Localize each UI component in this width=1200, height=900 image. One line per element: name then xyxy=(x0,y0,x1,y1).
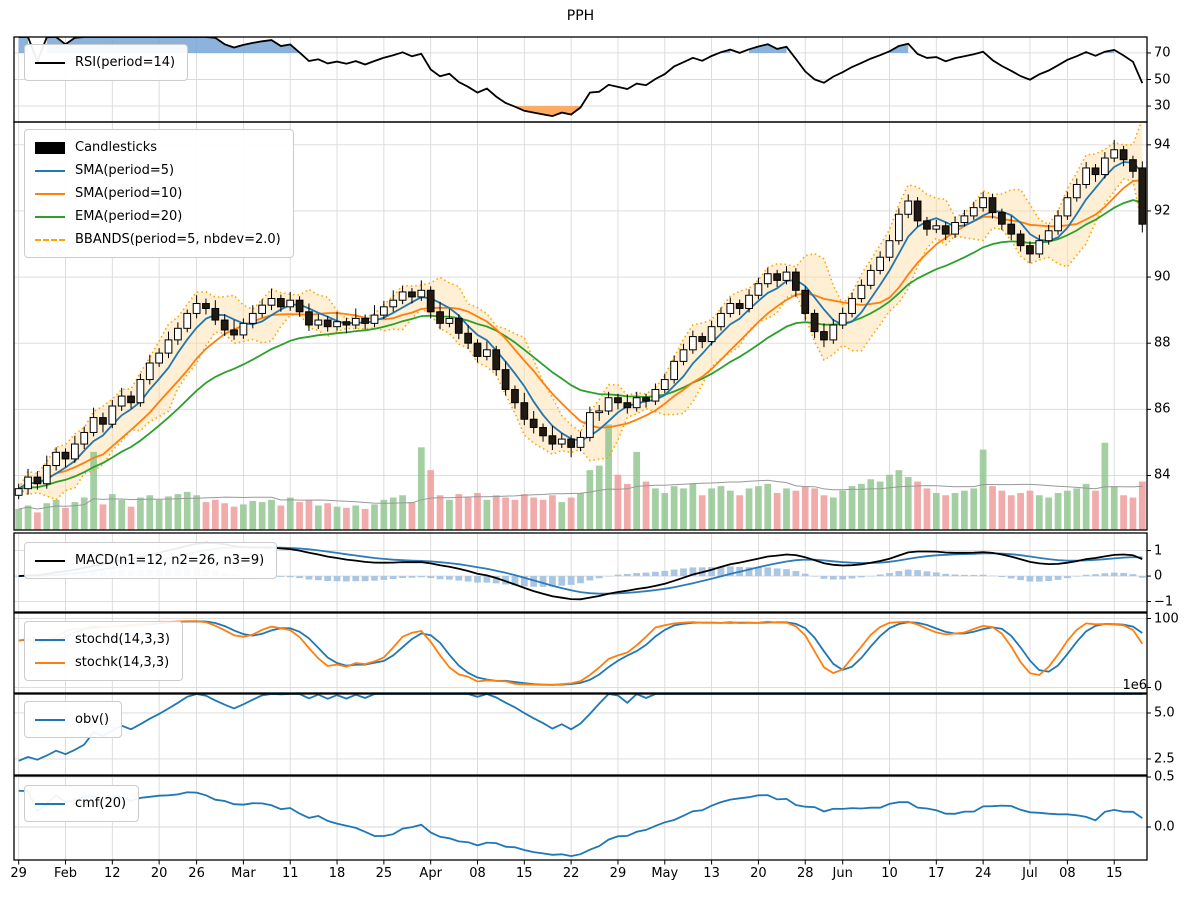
x-tick-label: 24 xyxy=(974,866,992,881)
cmf-legend-label: cmf(20) xyxy=(75,796,127,811)
x-tick-label: 29 xyxy=(10,866,27,881)
obv-line xyxy=(18,694,1143,762)
stoch-legend: stochd(14,3,3) stochk(14,3,3) xyxy=(24,621,183,681)
sma10-label: SMA(period=10) xyxy=(75,186,183,201)
x-tick-label: 25 xyxy=(375,866,393,881)
obv-legend-label: obv() xyxy=(75,712,110,727)
rsi-ytick-label: 50 xyxy=(1154,72,1171,87)
stoch-ytick-label: 0 xyxy=(1154,679,1163,695)
bbands-label: BBANDS(period=5, nbdev=2.0) xyxy=(75,232,281,247)
price-ytick-label: 88 xyxy=(1154,335,1171,351)
volume-ma-line xyxy=(18,479,1143,510)
rsi-oversold-fill xyxy=(514,106,581,117)
stochk-line xyxy=(18,620,1144,686)
macd-panel-border xyxy=(13,532,1148,613)
x-tick-label: 12 xyxy=(104,866,121,881)
price-ytick-label: 92 xyxy=(1154,203,1171,219)
price-ytick-label: 90 xyxy=(1154,269,1171,285)
macd-ytick-label: −1 xyxy=(1154,594,1174,610)
stoch-panel-border xyxy=(13,612,1148,694)
obv-legend: obv() xyxy=(24,701,123,738)
sma5-swatch xyxy=(35,169,65,172)
macd-legend: MACD(n1=12, n2=26, n3=9) xyxy=(24,542,278,579)
x-tick-label: 08 xyxy=(1059,866,1076,881)
cmf-ytick-label: 0.0 xyxy=(1154,819,1175,835)
rsi-overbought-fill xyxy=(889,43,909,53)
x-tick-label: 29 xyxy=(609,866,627,881)
x-tick-label: Mar xyxy=(231,866,256,881)
macd-ytick-label: 1 xyxy=(1154,543,1163,559)
stochd-line xyxy=(18,620,1143,686)
x-tick-label: Feb xyxy=(53,866,78,881)
chart-title: PPH xyxy=(566,8,595,24)
price-ytick-label: 86 xyxy=(1154,401,1171,417)
ema20-line xyxy=(18,199,1143,490)
rsi-overbought-fill xyxy=(749,44,787,53)
sma5-label: SMA(period=5) xyxy=(75,163,175,178)
bbands-swatch xyxy=(35,238,65,241)
cmf-swatch xyxy=(35,802,65,805)
x-tick-label: 15 xyxy=(516,866,533,881)
x-tick-label: May xyxy=(651,866,679,881)
x-tick-label: 10 xyxy=(881,866,898,881)
cmf-legend: cmf(20) xyxy=(24,785,140,822)
rsi-legend: RSI(period=14) xyxy=(24,44,189,81)
x-tick-label: 18 xyxy=(328,866,346,881)
x-tick-label: 20 xyxy=(750,866,767,881)
price-ytick-label: 94 xyxy=(1154,137,1171,153)
bband-lower-line xyxy=(18,178,1144,501)
cmf-ytick-label: 0.5 xyxy=(1154,769,1175,785)
obv-swatch xyxy=(35,718,65,721)
stochd-label: stochd(14,3,3) xyxy=(75,632,170,647)
obv-ytick-label: 2.5 xyxy=(1154,751,1175,767)
stoch-ytick-label: 100 xyxy=(1154,611,1179,627)
ema20-swatch xyxy=(35,215,65,218)
x-tick-label: Jun xyxy=(832,866,853,881)
obv-panel-border xyxy=(13,693,1148,776)
price-panel-border xyxy=(13,121,1148,531)
obv-scale-label: 1e6 xyxy=(1122,678,1147,693)
rsi-line xyxy=(18,37,1144,118)
candlesticks xyxy=(14,139,1147,500)
price-legend: Candlesticks SMA(period=5) SMA(period=10… xyxy=(24,129,294,258)
x-tick-label: 26 xyxy=(188,866,205,881)
stochk-swatch xyxy=(35,661,65,664)
ema20-label: EMA(period=20) xyxy=(75,209,183,224)
macd-line-swatch xyxy=(35,559,65,562)
sma10-swatch xyxy=(35,192,65,195)
x-tick-label: Apr xyxy=(419,866,442,881)
rsi-ytick-label: 70 xyxy=(1154,45,1171,61)
price-ytick-label: 84 xyxy=(1154,467,1171,483)
candlesticks-swatch xyxy=(35,141,65,154)
rsi-ytick-label: 30 xyxy=(1154,98,1171,114)
x-tick-label: 11 xyxy=(281,866,299,881)
rsi-legend-label: RSI(period=14) xyxy=(75,55,176,70)
x-tick-label: 17 xyxy=(928,866,945,881)
bbands-fill xyxy=(18,122,1143,500)
x-tick-label: 15 xyxy=(1105,866,1123,881)
candlesticks-label: Candlesticks xyxy=(75,140,158,155)
volume-bars xyxy=(15,424,1146,530)
macd-ytick-label: 0 xyxy=(1154,568,1163,584)
cmf-line xyxy=(18,789,1143,858)
x-tick-label: 08 xyxy=(469,866,486,881)
x-tick-label: 20 xyxy=(150,866,168,881)
obv-ytick-label: 5.0 xyxy=(1154,705,1175,721)
x-tick-label: Jul xyxy=(1022,866,1038,881)
stochd-swatch xyxy=(35,638,65,641)
x-tick-label: 13 xyxy=(703,866,720,881)
x-tick-label: 28 xyxy=(796,866,814,881)
x-tick-label: 22 xyxy=(562,866,580,881)
stochk-label: stochk(14,3,3) xyxy=(75,655,170,670)
macd-legend-label: MACD(n1=12, n2=26, n3=9) xyxy=(75,553,265,568)
rsi-line-swatch xyxy=(35,61,65,64)
cmf-panel-border xyxy=(13,775,1148,861)
